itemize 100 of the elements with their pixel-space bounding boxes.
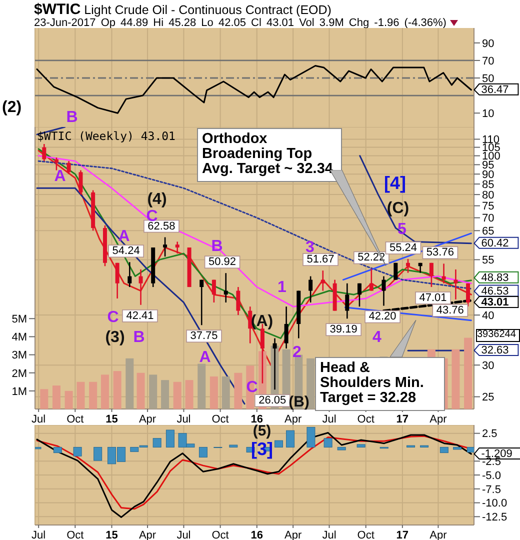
- annotation: Head & Shoulders Min. Target = 32.28: [315, 357, 445, 411]
- candlestick: [284, 306, 288, 350]
- y2-tick-label: 5M: [12, 314, 27, 326]
- x-tick-label: Oct: [212, 529, 229, 540]
- candlestick: [54, 156, 58, 171]
- x-tick-label: 16: [250, 529, 264, 540]
- y-tick-label: 2.5: [482, 428, 498, 440]
- annotation: C: [107, 309, 119, 326]
- y-tick-label: 85: [482, 178, 494, 191]
- x-tick-label: Jul: [176, 413, 191, 426]
- y-tick-label: 50: [482, 72, 494, 85]
- candlestick: [320, 270, 325, 292]
- candlestick: [272, 338, 277, 390]
- bar: [286, 430, 295, 448]
- candlestick: [406, 258, 410, 274]
- candlestick: [78, 170, 83, 196]
- annotation: 43.76: [436, 304, 464, 316]
- candlestick: [138, 268, 143, 306]
- annotation: 36.47: [481, 84, 509, 96]
- chart-title: $WTIC Light Crude Oil - Continuous Contract (EOD): [34, 1, 332, 18]
- y2-tick-label: 4M: [12, 332, 27, 344]
- candlestick: [42, 143, 46, 162]
- annotation: 52.22: [358, 252, 386, 264]
- candlestick: [454, 268, 458, 300]
- candlestick: [66, 160, 71, 175]
- annotation: 43.01: [481, 296, 509, 308]
- y-tick-label: -5.0: [482, 470, 501, 482]
- x-tick-label: 16: [250, 413, 264, 426]
- candlestick: [200, 279, 204, 326]
- x-tick-label: Oct: [357, 413, 374, 426]
- annotation: 32.63: [481, 344, 509, 356]
- x-tick-label: Jul: [32, 529, 46, 540]
- annotation: 42.41: [126, 310, 154, 322]
- annotation: (5): [252, 422, 272, 440]
- x-tick-label: Oct: [66, 413, 84, 426]
- annotation: [3]: [251, 439, 273, 459]
- x-tick-label: Oct: [66, 529, 84, 540]
- bar: [356, 444, 366, 448]
- y-tick-label: 30: [482, 360, 494, 372]
- x-tick-label: 17: [396, 529, 409, 540]
- candlestick: [175, 241, 180, 254]
- bar: [198, 446, 208, 458]
- y-tick-label: -10.0: [482, 498, 508, 510]
- annotation: 54.24: [112, 245, 140, 258]
- bar: [94, 446, 102, 461]
- candlestick: [466, 282, 470, 308]
- annotation: B: [66, 109, 78, 126]
- candlestick: [442, 263, 446, 284]
- annotation: 47.01: [419, 292, 447, 304]
- annotation: 53.76: [426, 246, 454, 259]
- x-tick-label: 17: [396, 413, 409, 426]
- x-tick-label: Jul: [176, 529, 191, 540]
- bar: [274, 440, 284, 448]
- candlestick: [345, 282, 350, 320]
- annotation: A: [199, 349, 211, 366]
- y-tick-label: 65: [482, 226, 494, 238]
- y2-tick-label: 2M: [12, 368, 27, 380]
- annotation: (4): [147, 191, 167, 208]
- candlestick: [128, 261, 132, 288]
- bar: [229, 444, 238, 448]
- annotation: (3): [105, 329, 125, 346]
- annotation: [4]: [384, 173, 406, 193]
- candlestick: [382, 276, 386, 306]
- bar: [453, 446, 462, 450]
- bar: [53, 446, 62, 454]
- annotation: 2: [292, 344, 302, 361]
- y2-tick-label: 1M: [12, 386, 27, 398]
- y-tick-label: 25: [482, 392, 494, 404]
- bar: [166, 430, 174, 448]
- x-tick-label: Apr: [430, 413, 448, 426]
- annotation: C: [246, 379, 258, 396]
- y-tick-label: -7.5: [482, 484, 501, 496]
- y-tick-label: 90: [482, 38, 494, 50]
- annotation: 26.05: [258, 394, 286, 407]
- annotation: 1: [278, 279, 286, 296]
- candlestick: [429, 262, 434, 288]
- candlestick: [248, 306, 252, 344]
- bar: [152, 438, 162, 448]
- bar: [306, 426, 316, 448]
- bar: [466, 446, 474, 452]
- annotation: 50.92: [208, 256, 236, 268]
- bar: [337, 446, 346, 450]
- annotation: A: [118, 228, 130, 245]
- annotation: 37.75: [190, 330, 218, 342]
- y-tick-label: 10: [482, 108, 494, 120]
- annotation: 60.42: [481, 237, 509, 250]
- candlestick: [394, 262, 398, 280]
- y2-tick-label: 3M: [12, 350, 27, 362]
- annotation: 48.83: [481, 272, 509, 284]
- y-tick-label: 75: [482, 200, 494, 213]
- text: 3936244: [476, 329, 520, 342]
- candlestick: [115, 262, 120, 300]
- annotation: (C): [386, 200, 410, 217]
- bar: [324, 438, 332, 448]
- x-tick-label: Jul: [322, 529, 336, 540]
- candlestick: [212, 279, 216, 304]
- candlestick: [236, 286, 240, 316]
- annotation: 42.20: [368, 310, 396, 323]
- x-tick-label: Jul: [32, 413, 46, 426]
- annotation: 4: [372, 329, 382, 346]
